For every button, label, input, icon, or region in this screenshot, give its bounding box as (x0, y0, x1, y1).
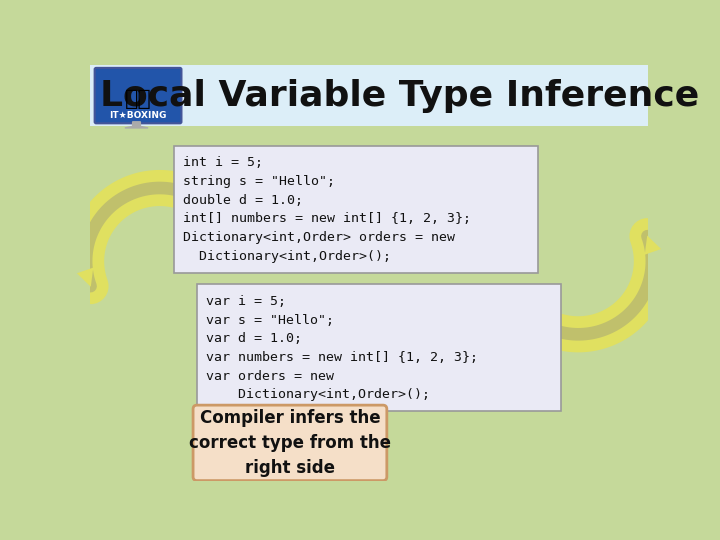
Text: Compiler infers the
correct type from the
right side: Compiler infers the correct type from th… (189, 409, 391, 477)
Text: int[] numbers = new int[] {1, 2, 3};: int[] numbers = new int[] {1, 2, 3}; (183, 212, 471, 226)
Text: var orders = new: var orders = new (206, 370, 334, 383)
Text: Local Variable Type Inference: Local Variable Type Inference (100, 79, 700, 113)
Text: Dictionary<int,Order>();: Dictionary<int,Order>(); (183, 250, 391, 263)
Text: Dictionary<int,Order> orders = new: Dictionary<int,Order> orders = new (183, 231, 455, 244)
Text: int i = 5;: int i = 5; (183, 157, 263, 170)
FancyBboxPatch shape (174, 146, 538, 273)
FancyBboxPatch shape (197, 284, 561, 411)
Text: var i = 5;: var i = 5; (206, 295, 287, 308)
Text: var numbers = new int[] {1, 2, 3};: var numbers = new int[] {1, 2, 3}; (206, 351, 478, 364)
FancyBboxPatch shape (94, 68, 181, 123)
Text: string s = "Hello";: string s = "Hello"; (183, 175, 335, 188)
Polygon shape (235, 409, 274, 410)
Text: 🥊🥊: 🥊🥊 (125, 89, 151, 109)
Text: double d = 1.0;: double d = 1.0; (183, 194, 303, 207)
Text: IT★BOXING: IT★BOXING (109, 111, 167, 120)
Text: Dictionary<int,Order>();: Dictionary<int,Order>(); (206, 388, 431, 401)
FancyBboxPatch shape (193, 405, 387, 481)
Text: var d = 1.0;: var d = 1.0; (206, 333, 302, 346)
FancyBboxPatch shape (90, 65, 648, 126)
Text: var s = "Hello";: var s = "Hello"; (206, 314, 334, 327)
Polygon shape (125, 122, 148, 128)
